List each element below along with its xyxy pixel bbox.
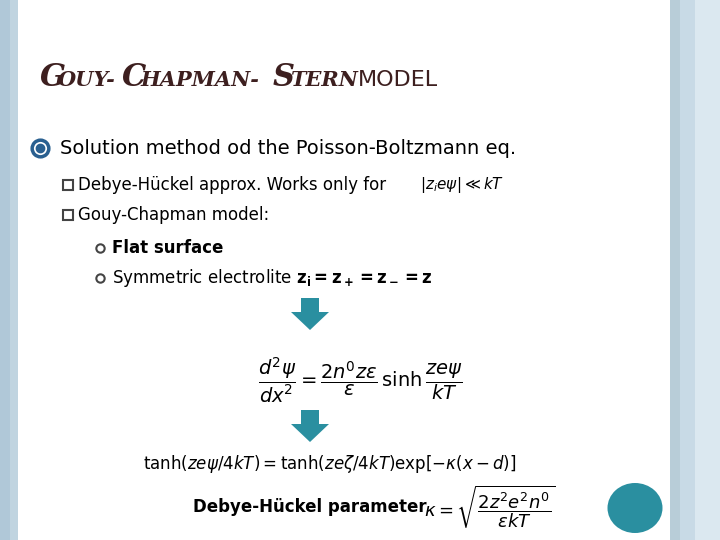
Bar xyxy=(695,0,720,540)
Text: C: C xyxy=(122,63,146,93)
Polygon shape xyxy=(291,424,329,442)
Bar xyxy=(301,298,319,312)
Text: $\tanh(ze\psi/4kT) = \tanh(ze\zeta/4kT)\exp[-\kappa(x-d)]$: $\tanh(ze\psi/4kT) = \tanh(ze\zeta/4kT)\… xyxy=(143,453,517,475)
Bar xyxy=(680,0,700,540)
Text: $\dfrac{d^2\psi}{dx^2} = \dfrac{2n^0 z\varepsilon}{\varepsilon}\,\sinh\dfrac{ze\: $\dfrac{d^2\psi}{dx^2} = \dfrac{2n^0 z\v… xyxy=(258,355,462,405)
Bar xyxy=(670,0,700,540)
Text: S: S xyxy=(273,63,295,93)
Bar xyxy=(301,410,319,424)
Text: G: G xyxy=(40,63,66,93)
Text: Debye-Hückel parameter: Debye-Hückel parameter xyxy=(193,498,427,516)
Text: Flat surface: Flat surface xyxy=(112,239,223,257)
Text: $|z_i e\psi| \ll kT$: $|z_i e\psi| \ll kT$ xyxy=(420,175,504,195)
Ellipse shape xyxy=(608,483,662,533)
Text: HAPMAN-: HAPMAN- xyxy=(140,70,259,90)
Bar xyxy=(63,210,73,220)
Bar xyxy=(0,0,10,540)
Text: Solution method od the Poisson-Boltzmann eq.: Solution method od the Poisson-Boltzmann… xyxy=(60,138,516,158)
Text: MODEL: MODEL xyxy=(358,70,438,90)
Bar xyxy=(0,0,18,540)
Text: Gouy-Chapman model:: Gouy-Chapman model: xyxy=(78,206,269,224)
Text: TERN: TERN xyxy=(290,70,358,90)
Polygon shape xyxy=(291,312,329,330)
Bar xyxy=(63,180,73,190)
Text: $\kappa = \sqrt{\dfrac{2z^2e^2n^0}{\varepsilon kT}}$: $\kappa = \sqrt{\dfrac{2z^2e^2n^0}{\vare… xyxy=(424,484,556,530)
Text: Symmetric electrolite $\mathbf{z_i = z_+ = z_- = z}$: Symmetric electrolite $\mathbf{z_i = z_+… xyxy=(112,267,432,289)
Text: OUY-: OUY- xyxy=(58,70,116,90)
Text: Debye-Hückel approx. Works only for: Debye-Hückel approx. Works only for xyxy=(78,176,386,194)
